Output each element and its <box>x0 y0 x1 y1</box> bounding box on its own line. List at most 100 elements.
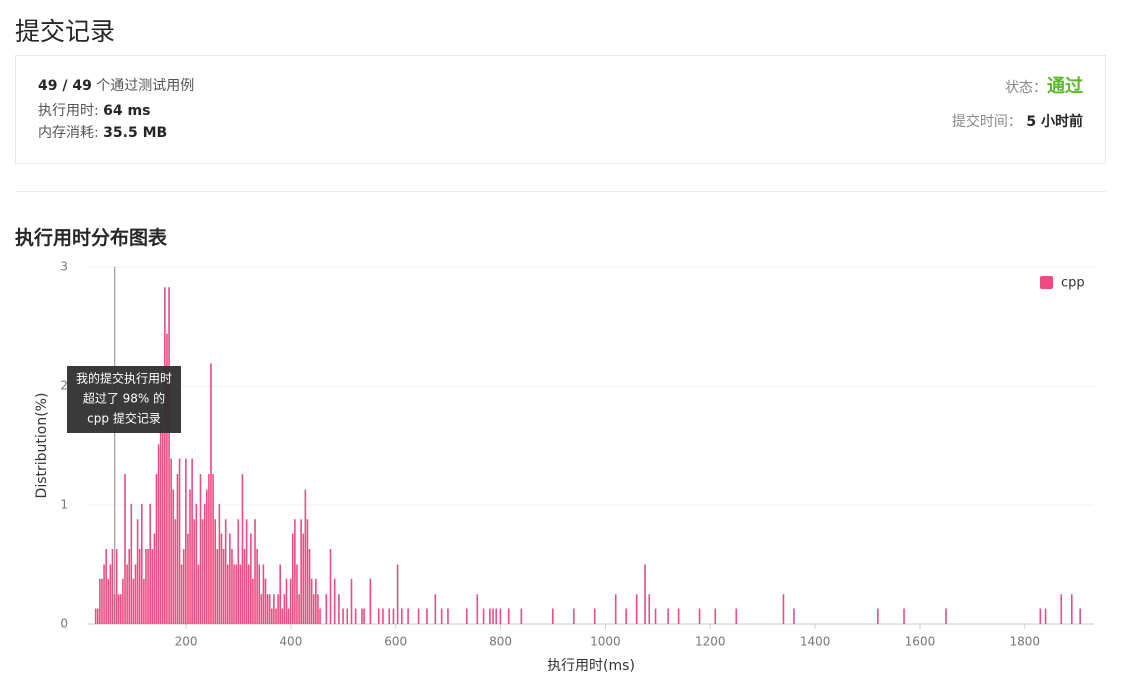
x-tick-label: 1200 <box>695 635 726 649</box>
bar <box>551 608 554 624</box>
bar <box>260 594 263 624</box>
bar <box>235 564 237 624</box>
bar <box>111 549 114 624</box>
runtime: 64 ms <box>103 103 151 119</box>
status: 通过 <box>1047 76 1083 97</box>
bar <box>338 594 340 624</box>
bar <box>203 503 206 624</box>
bar <box>426 608 428 624</box>
legend-label: cpp <box>1061 276 1085 291</box>
bar <box>273 594 275 624</box>
bar <box>258 564 261 624</box>
bar <box>793 608 795 624</box>
bar <box>159 413 162 624</box>
bar <box>903 608 905 624</box>
bar <box>143 578 145 624</box>
bar <box>107 578 110 624</box>
bar <box>174 519 177 624</box>
bar <box>145 549 147 624</box>
bar <box>635 594 638 624</box>
bar <box>440 608 443 624</box>
bar <box>149 503 151 624</box>
bar <box>218 503 221 624</box>
bar <box>155 474 158 624</box>
bar <box>417 608 420 624</box>
bar <box>197 564 200 624</box>
bar <box>476 594 479 624</box>
bar <box>222 549 225 624</box>
bar <box>363 608 365 624</box>
bar <box>499 608 502 624</box>
bar <box>185 458 187 624</box>
bar <box>667 608 669 624</box>
bar <box>283 594 286 624</box>
bar <box>388 608 391 624</box>
bar <box>304 489 307 624</box>
bar <box>1060 594 1063 624</box>
bar <box>136 519 139 624</box>
bar <box>254 519 256 624</box>
bar <box>877 608 879 624</box>
bar <box>231 549 233 624</box>
bar <box>735 608 738 624</box>
bar <box>124 474 126 624</box>
bar <box>170 458 172 624</box>
x-tick-label: 1600 <box>905 635 936 649</box>
bar <box>625 608 627 624</box>
runtime-row: 执行用时: 64 ms <box>38 100 150 120</box>
bar <box>296 564 298 624</box>
bar <box>138 549 141 624</box>
time-row: 提交时间： 5 小时前 <box>952 111 1083 131</box>
bar <box>256 549 258 624</box>
y-tick-label: 3 <box>60 260 68 274</box>
bar <box>128 549 131 624</box>
memory-label: 内存消耗: <box>38 125 99 141</box>
bar <box>300 519 302 624</box>
bar <box>96 608 99 624</box>
bar <box>520 608 523 624</box>
bar <box>134 564 137 624</box>
bar <box>945 608 947 624</box>
bar <box>507 608 510 624</box>
bar <box>287 608 290 624</box>
bar <box>166 333 168 624</box>
bar <box>206 489 208 624</box>
bar <box>714 608 717 624</box>
bar <box>176 474 179 624</box>
bar <box>277 594 279 624</box>
bar <box>180 564 183 624</box>
bar <box>164 287 166 624</box>
bar <box>593 608 596 624</box>
bar <box>210 363 212 624</box>
x-tick-label: 200 <box>175 635 198 649</box>
bar <box>333 578 336 624</box>
bar <box>193 519 196 624</box>
bar <box>109 564 112 624</box>
x-tick-label: 1000 <box>590 635 621 649</box>
divider <box>15 191 1106 192</box>
bar <box>291 533 294 624</box>
bar <box>342 608 344 624</box>
tooltip-text: 超过了 98% 的 <box>83 391 165 406</box>
bar <box>698 608 701 624</box>
x-tick-label: 1800 <box>1010 635 1041 649</box>
bar <box>434 594 437 624</box>
tooltip-text: cpp 提交记录 <box>87 411 161 426</box>
bar <box>281 608 284 624</box>
bar <box>401 608 403 624</box>
bar <box>132 578 135 624</box>
bar <box>264 578 267 624</box>
bar <box>268 594 271 624</box>
bar <box>266 594 269 624</box>
bar <box>285 578 288 624</box>
bar <box>195 503 198 624</box>
bar <box>105 549 107 624</box>
bar <box>262 564 265 624</box>
bar <box>120 594 122 624</box>
chart-title: 执行用时分布图表 <box>15 227 168 249</box>
passed: 49 / 49 <box>38 78 92 94</box>
bar <box>396 564 399 624</box>
y-tick-label: 2 <box>60 379 68 393</box>
